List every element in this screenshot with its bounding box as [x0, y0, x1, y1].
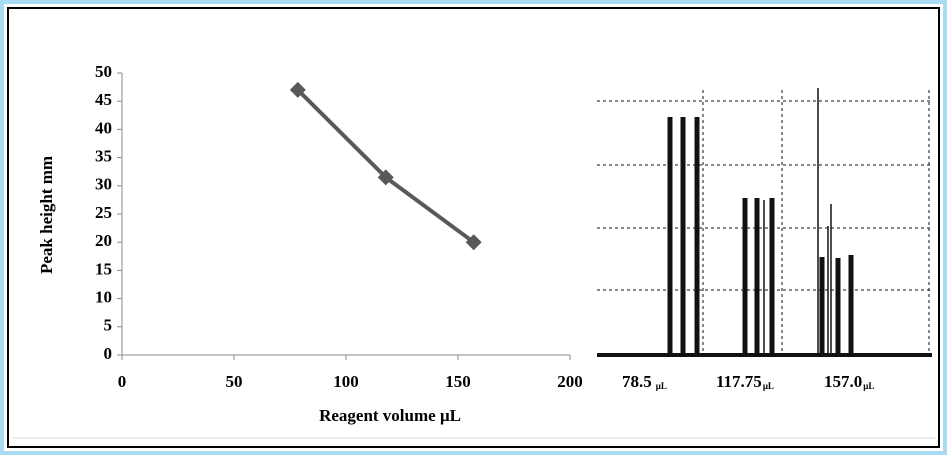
page: {"chart_data": {"type": "line", "x_label…: [0, 0, 947, 455]
recorder-trace: [597, 88, 932, 355]
data-line: [298, 90, 474, 242]
y-tick-label: 35: [95, 147, 112, 166]
trace-label: 78.5 μL: [622, 372, 667, 391]
y-tick-label: 10: [95, 288, 112, 307]
figure: Reagent volume μL Peak height mm 78.5μL …: [0, 0, 947, 455]
y-tick-label: 45: [95, 90, 112, 109]
trace-volume: 78.5: [622, 372, 652, 391]
trace-unit: μL: [763, 381, 774, 391]
x-tick-label: 0: [118, 372, 127, 391]
trace-unit: μL: [863, 381, 874, 391]
x-tick-label: 50: [226, 372, 243, 391]
trace-peaks: [670, 117, 851, 355]
y-tick-label: 15: [95, 259, 112, 278]
y-axis-label: Peak height mm: [37, 156, 56, 274]
x-tick-label: 100: [333, 372, 359, 391]
y-tick-label: 5: [104, 316, 113, 335]
x-tick-label: 150: [445, 372, 471, 391]
inner-frame: [8, 8, 939, 447]
y-tick-label: 0: [104, 344, 113, 363]
trace-volume: 117.75: [716, 372, 762, 391]
x-axis-label: Reagent volume μL: [319, 406, 461, 425]
trace-label: 157.0μL: [824, 372, 874, 391]
trace-volume: 157.0: [824, 372, 862, 391]
trace-unit: μL: [656, 381, 667, 391]
y-tick-label: 40: [95, 118, 112, 137]
x-tick-label: 200: [557, 372, 583, 391]
y-tick-label: 20: [95, 231, 112, 250]
y-tick-label: 30: [95, 175, 112, 194]
y-tick-label: 50: [95, 62, 112, 81]
trace-label: 117.75μL: [716, 372, 774, 391]
y-tick-label: 25: [95, 203, 112, 222]
